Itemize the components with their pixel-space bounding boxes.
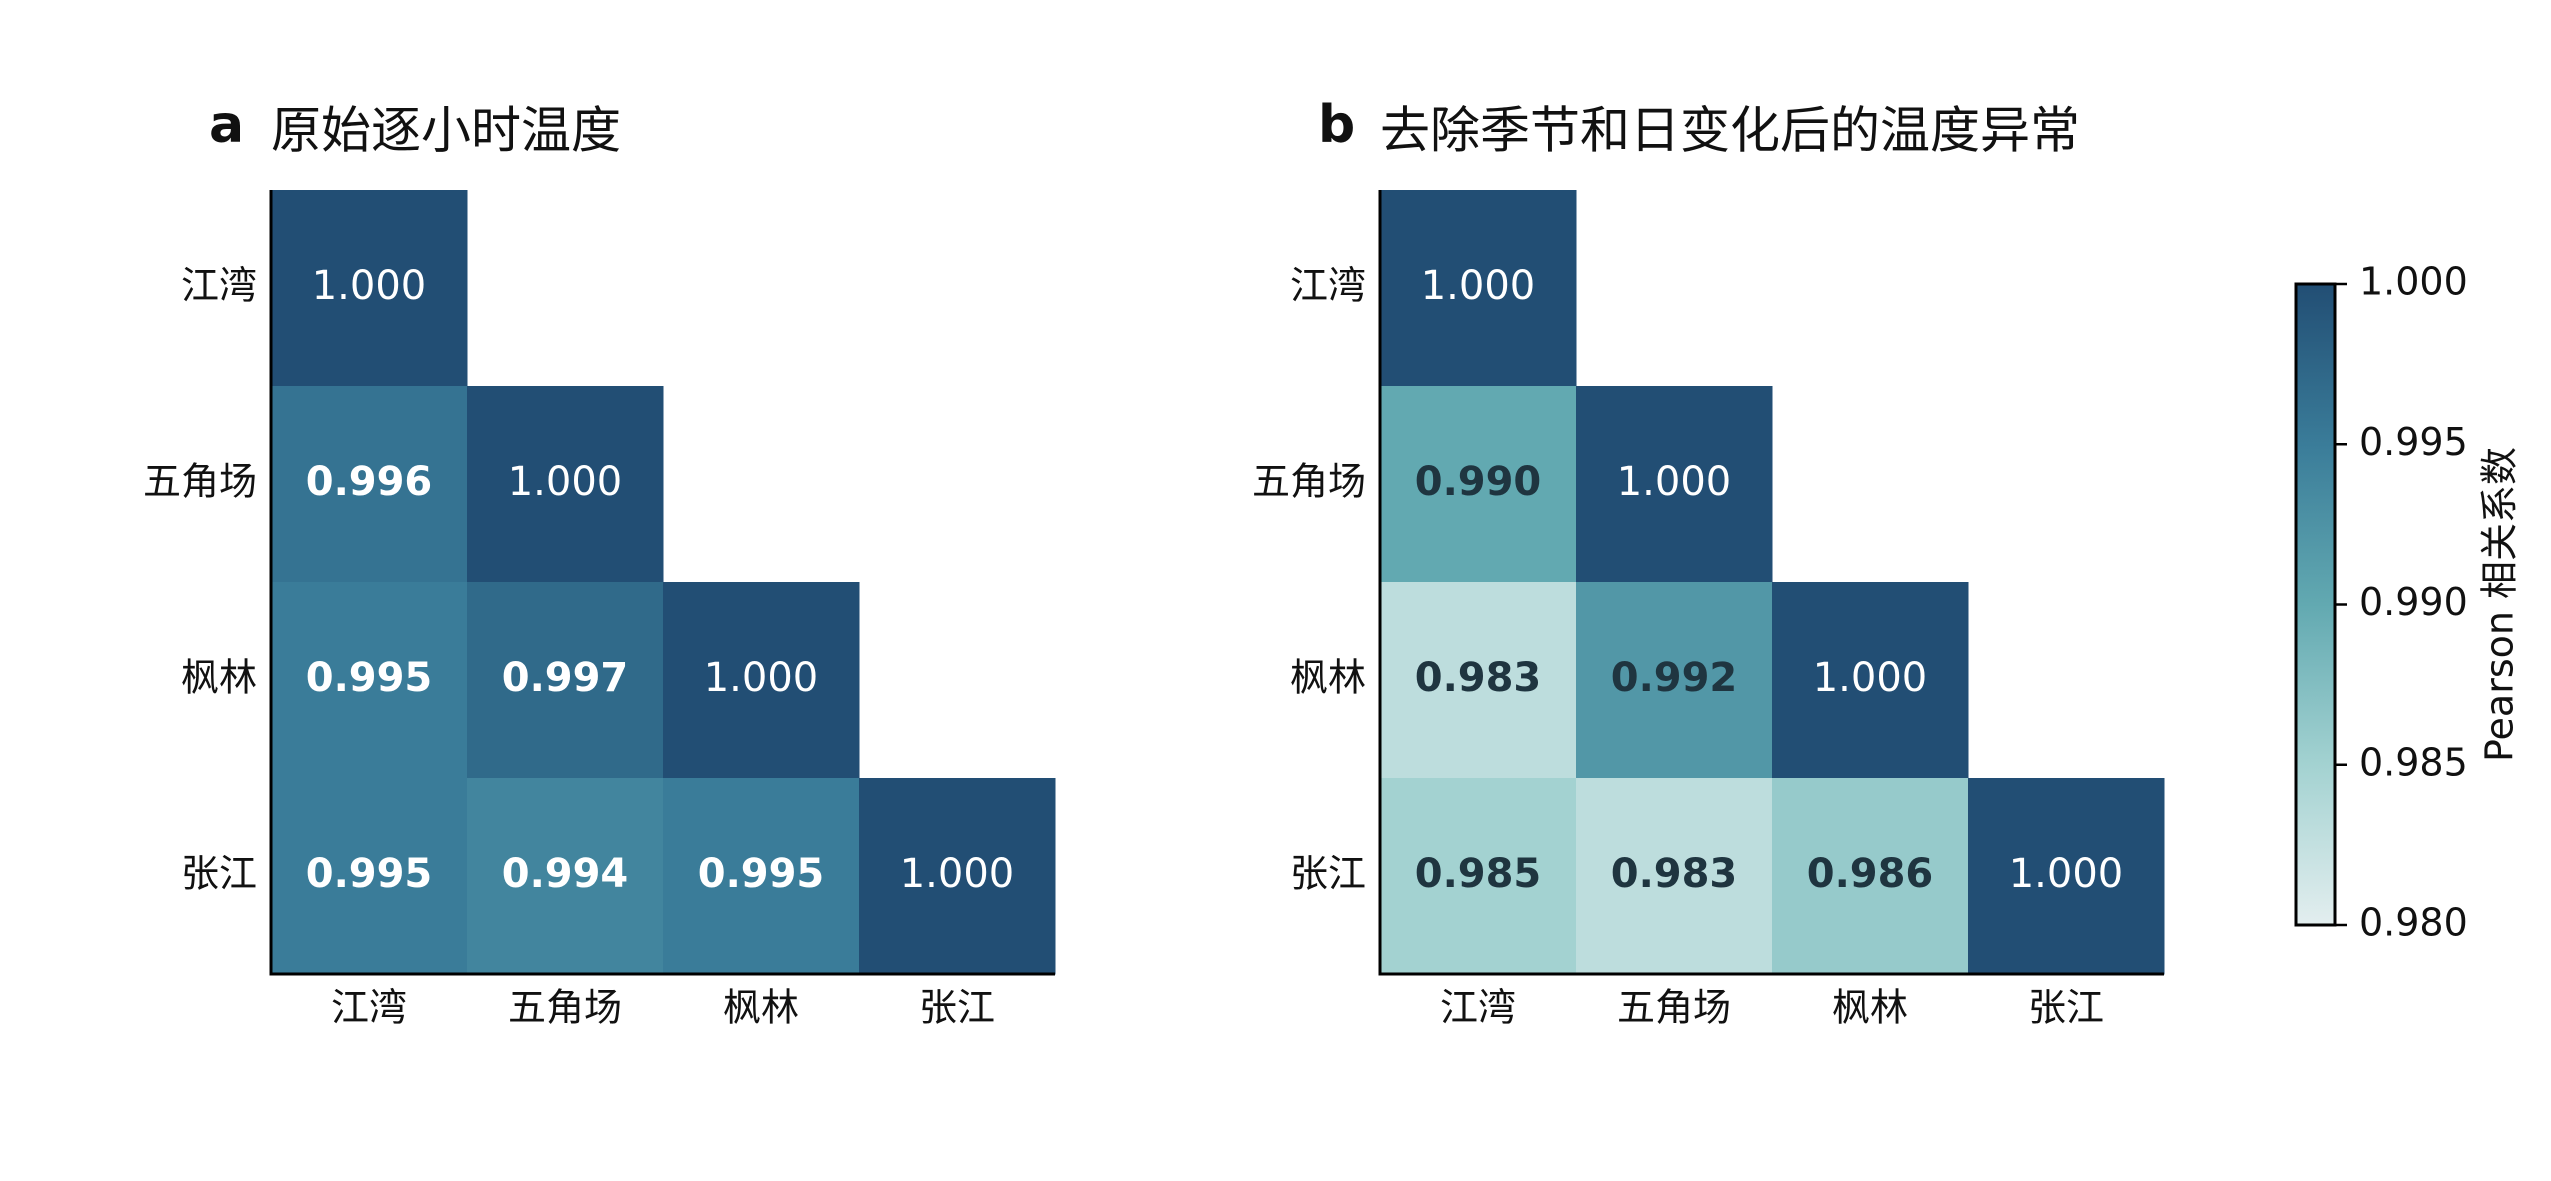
cell-value-label: 1.000 [900, 851, 1015, 897]
cell-value-label: 0.995 [306, 851, 433, 897]
heatmap-cell [1576, 386, 1773, 583]
y-tick-label: 江湾 [181, 264, 257, 308]
cell-value-label: 0.995 [698, 851, 825, 897]
heatmap-cell [1968, 778, 2165, 975]
heatmap-cell [1380, 778, 1577, 975]
heatmap-cell [1576, 582, 1773, 779]
heatmap-cell [467, 582, 664, 779]
heatmap-cell [1576, 778, 1773, 975]
cell-value-label: 0.994 [502, 851, 629, 897]
y-tick-label: 枫林 [1290, 656, 1366, 700]
x-tick-label: 张江 [2028, 986, 2104, 1030]
cell-value-label: 1.000 [1813, 655, 1928, 701]
cell-value-label: 1.000 [1617, 459, 1732, 505]
y-tick-label: 五角场 [143, 460, 257, 504]
heatmap-cell [1772, 778, 1969, 975]
heatmap-cell [859, 778, 1056, 975]
y-tick-label: 枫林 [181, 656, 257, 700]
cell-value-label: 1.000 [2009, 851, 2124, 897]
cell-value-label: 1.000 [312, 263, 427, 309]
cell-value-label: 0.986 [1807, 851, 1934, 897]
cell-value-label: 1.000 [508, 459, 623, 505]
y-tick-label: 五角场 [1252, 460, 1366, 504]
colorbar-tick-label: 0.985 [2359, 740, 2468, 784]
heatmap-cell [1772, 582, 1969, 779]
colorbar-tick-label: 0.980 [2359, 901, 2468, 945]
heatmap-cell [271, 778, 468, 975]
y-tick-label: 江湾 [1290, 264, 1366, 308]
heatmap-cell [271, 582, 468, 779]
heatmap-cell [663, 582, 860, 779]
cell-value-label: 0.983 [1415, 655, 1542, 701]
heatmap-cell [1380, 582, 1577, 779]
panel-label: a [209, 95, 244, 155]
heatmap-cell [663, 778, 860, 975]
cell-value-label: 0.985 [1415, 851, 1542, 897]
colorbar-tick-label: 0.995 [2359, 420, 2468, 464]
colorbar-label: Pearson 相关系数 [2478, 447, 2522, 762]
x-tick-label: 张江 [919, 986, 995, 1030]
heatmap-cell [271, 386, 468, 583]
heatmap-cell [1380, 386, 1577, 583]
cell-value-label: 0.992 [1611, 655, 1738, 701]
x-tick-label: 五角场 [508, 986, 622, 1030]
y-tick-label: 张江 [181, 852, 257, 896]
cell-value-label: 0.997 [502, 655, 629, 701]
cell-value-label: 0.990 [1415, 459, 1542, 505]
colorbar [2294, 282, 2337, 927]
heatmap-cell [271, 190, 468, 387]
panel-title: 原始逐小时温度 [271, 102, 621, 160]
cell-value-label: 1.000 [1421, 263, 1536, 309]
heatmap-cell [467, 778, 664, 975]
x-tick-label: 枫林 [1832, 986, 1908, 1030]
cell-value-label: 0.995 [306, 655, 433, 701]
heatmap-cell [1380, 190, 1577, 387]
colorbar-tick-label: 0.990 [2359, 580, 2468, 624]
panel-label: b [1318, 95, 1355, 155]
x-tick-label: 五角场 [1617, 986, 1731, 1030]
colorbar-tick-label: 1.000 [2359, 260, 2468, 304]
panel-title: 去除季节和日变化后的温度异常 [1380, 102, 2080, 160]
heatmap-cell [467, 386, 664, 583]
cell-value-label: 0.996 [306, 459, 433, 505]
cell-value-label: 0.983 [1611, 851, 1738, 897]
y-tick-label: 张江 [1290, 852, 1366, 896]
x-tick-label: 江湾 [1440, 986, 1516, 1030]
x-tick-label: 枫林 [723, 986, 799, 1030]
cell-value-label: 1.000 [704, 655, 819, 701]
x-tick-label: 江湾 [331, 986, 407, 1030]
